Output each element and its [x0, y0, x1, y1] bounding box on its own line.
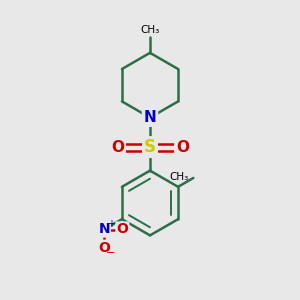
Text: O: O: [111, 140, 124, 154]
Text: O: O: [116, 223, 128, 236]
Text: CH₃: CH₃: [140, 25, 160, 34]
Text: −: −: [106, 248, 115, 258]
Text: N: N: [144, 110, 156, 125]
Text: O: O: [98, 241, 110, 255]
Text: CH₃: CH₃: [170, 172, 189, 182]
Text: S: S: [144, 138, 156, 156]
Text: O: O: [176, 140, 189, 154]
Text: +: +: [106, 219, 115, 229]
Text: N: N: [98, 223, 110, 236]
